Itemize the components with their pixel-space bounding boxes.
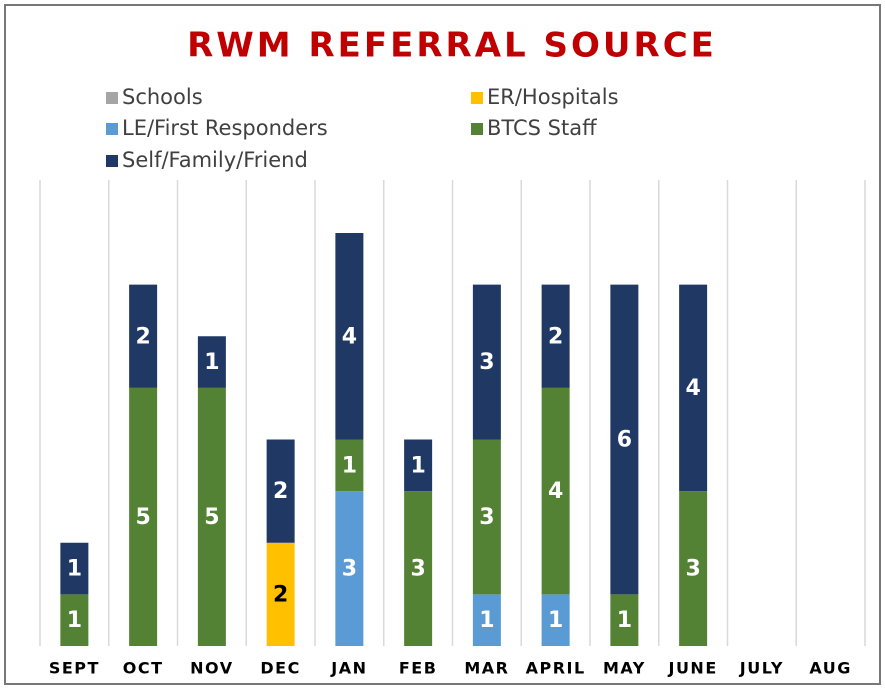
bar-segment xyxy=(472,439,501,595)
legend-swatch xyxy=(471,123,483,135)
x-tick-label: APRIL xyxy=(526,659,586,678)
bar-segment xyxy=(197,336,226,388)
data-label: 4 xyxy=(548,479,563,504)
chart-title: RWM REFERRAL SOURCE xyxy=(187,26,717,66)
bar-segment xyxy=(129,284,158,388)
data-label: 1 xyxy=(479,608,494,633)
x-tick-label: JULY xyxy=(739,659,784,678)
data-label: 3 xyxy=(410,557,425,582)
bar-segment xyxy=(541,594,570,646)
data-label: 4 xyxy=(342,324,357,349)
x-tick-label: OCT xyxy=(123,659,164,678)
data-label: 1 xyxy=(548,608,563,633)
x-tick-label: NOV xyxy=(190,659,233,678)
data-label: 1 xyxy=(67,608,82,633)
data-label: 2 xyxy=(273,582,288,607)
data-label: 3 xyxy=(685,557,700,582)
legend-label: Self/Family/Friend xyxy=(122,148,308,172)
x-tick-label: MAR xyxy=(464,659,509,678)
data-label: 1 xyxy=(204,350,219,375)
bar-segment xyxy=(197,387,226,646)
bar-segment xyxy=(541,387,570,595)
legend-swatch xyxy=(106,92,118,104)
bar-segment xyxy=(610,284,639,595)
data-label: 2 xyxy=(548,324,563,349)
bar-segment xyxy=(472,284,501,440)
data-label: 3 xyxy=(479,505,494,530)
legend-swatch xyxy=(106,123,118,135)
bar-segment xyxy=(335,233,364,440)
legend-label: Schools xyxy=(122,85,203,109)
data-label: 1 xyxy=(410,453,425,478)
bar-segment xyxy=(335,491,364,646)
legend-label: ER/Hospitals xyxy=(487,85,619,109)
data-label: 3 xyxy=(479,350,494,375)
legend-label: BTCS Staff xyxy=(487,116,597,140)
x-tick-label: SEPT xyxy=(49,659,100,678)
data-label: 2 xyxy=(135,324,150,349)
bar-segment xyxy=(679,491,708,646)
bar-segment xyxy=(335,439,364,492)
x-tick-label: AUG xyxy=(809,659,852,678)
data-label: 3 xyxy=(342,557,357,582)
bar-segment xyxy=(60,542,89,595)
data-label: 6 xyxy=(617,428,632,453)
legend-swatch xyxy=(106,155,118,167)
data-label: 4 xyxy=(685,376,700,401)
bar-segment xyxy=(610,594,639,646)
bar-segment xyxy=(472,594,501,646)
bar-segment xyxy=(541,284,570,388)
bar-segment xyxy=(679,284,708,492)
x-tick-label: JUNE xyxy=(667,659,717,678)
x-tick-label: JAN xyxy=(330,659,367,678)
bar-segment xyxy=(60,594,89,646)
x-tick-label: FEB xyxy=(399,659,438,678)
data-label: 2 xyxy=(273,479,288,504)
data-label: 5 xyxy=(204,505,219,530)
data-label: 5 xyxy=(135,505,150,530)
bar-segment xyxy=(266,439,295,543)
x-tick-label: MAY xyxy=(603,659,646,678)
bar-segment xyxy=(129,387,158,646)
legend-swatch xyxy=(471,92,483,104)
data-label: 1 xyxy=(67,557,82,582)
data-label: 1 xyxy=(342,453,357,478)
bar-segment xyxy=(404,491,433,646)
bar-segment xyxy=(266,542,295,646)
legend-label: LE/First Responders xyxy=(122,116,328,140)
data-label: 1 xyxy=(617,608,632,633)
x-tick-label: DEC xyxy=(260,659,300,678)
bar-segment xyxy=(404,439,433,492)
